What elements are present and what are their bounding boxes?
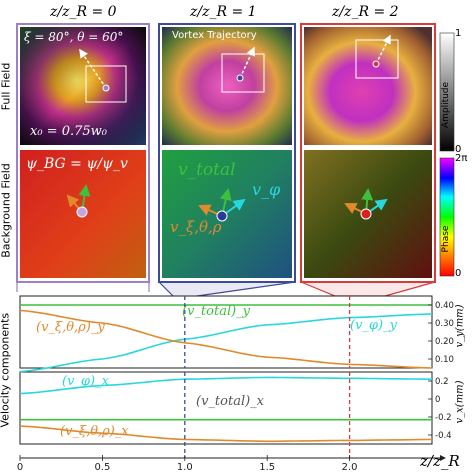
psi-bg-annotation: ψ_BG = ψ/ψ_v <box>26 156 128 172</box>
full-field-panel-1 <box>162 27 292 145</box>
vy-ytick-label-0: 0.40 <box>435 301 454 311</box>
column-title-1: z/z_R = 1 <box>190 4 257 20</box>
v-xi-label: v_ξ,θ,ρ <box>170 218 222 236</box>
column-frame-0 <box>16 23 150 283</box>
amplitude-colorbar <box>439 32 455 152</box>
plot-layer <box>19 296 433 458</box>
row-label-full-field: Full Field <box>0 62 13 111</box>
amplitude-colorbar-label: Amplitude <box>441 81 451 129</box>
curve-label-vy-phi: (v_φ)_y <box>350 318 397 333</box>
background-field-panel-0 <box>20 150 146 278</box>
full-field-panel-2 <box>304 27 432 145</box>
xtick-label-4: 2.0 <box>342 462 358 473</box>
vx-ytick-label-3: -0.4 <box>435 431 452 441</box>
full-field-panel-0 <box>20 27 146 145</box>
curve-label-vx-phi: (v_φ)_x <box>62 374 109 389</box>
tick-layer: 0.400.300.200.100.20-0.2-0.40 0.5 1.0 1.5 2.… <box>17 301 454 473</box>
x0-annotation: x₀ = 0.75w₀ <box>30 124 107 139</box>
vx-ytick-label-2: -0.2 <box>435 413 452 423</box>
column-frame-2 <box>300 23 436 283</box>
phase-colorbar <box>439 157 455 277</box>
amplitude-max-label: 1 <box>455 28 462 39</box>
row-label-background-field: Background Field <box>0 163 13 258</box>
curve-label-vy-xi: (v_ξ,θ,ρ)_y <box>36 320 105 335</box>
vy-series-1 <box>19 313 433 373</box>
background-field-panel-1 <box>162 150 292 278</box>
phase-min-label: 0 <box>455 268 462 279</box>
curve-label-vx-total: (v_total)_x <box>196 394 265 409</box>
column-frame-1 <box>158 23 296 283</box>
row-label-velocity: Velocity components <box>0 312 12 428</box>
vy-ytick-label-3: 0.10 <box>435 355 454 365</box>
xtick-label-0: 0 <box>17 462 23 473</box>
curve-label-vy-total: (v_total)_y <box>182 304 251 319</box>
vy-ytick-label-2: 0.20 <box>435 337 454 347</box>
amplitude-min-label: 0 <box>455 144 462 155</box>
xtick-label-2: 1.0 <box>177 462 193 473</box>
phase-colorbar-label: Phase <box>441 225 451 253</box>
background-field-panel-2 <box>304 150 432 278</box>
vx-ytick-label-0: 0.2 <box>435 377 449 387</box>
xtick-label-3: 1.5 <box>259 462 275 473</box>
vx-ytick-label-1: 0 <box>435 395 440 405</box>
vx-series-0 <box>19 376 432 395</box>
curve-label-vx-xi: (v_ξ,θ,ρ)_x <box>60 424 129 439</box>
vy-ytick-label-1: 0.30 <box>435 319 454 329</box>
xtick-label-1: 0.5 <box>94 462 110 473</box>
vy-series-2 <box>19 309 433 369</box>
angles-annotation: ξ = 80°, θ = 60° <box>24 30 124 44</box>
v-phi-label: v_φ <box>252 180 281 199</box>
vx-series-2 <box>19 425 432 443</box>
column-title-2: z/z_R = 2 <box>332 4 399 20</box>
vy-axis-label: v_y(mm) <box>454 304 466 348</box>
vortex-trajectory-label: Vortex Trajectory <box>172 30 257 41</box>
vx-axis-label: v_x(mm) <box>454 380 466 424</box>
x-axis-label: z/z_R <box>420 452 460 470</box>
x-axis-arrowhead <box>440 455 446 461</box>
v-total-label: v_total <box>178 160 236 180</box>
column-title-0: z/z_R = 0 <box>50 4 117 20</box>
column-connectors <box>16 281 436 299</box>
phase-max-label: 2π <box>455 153 468 164</box>
